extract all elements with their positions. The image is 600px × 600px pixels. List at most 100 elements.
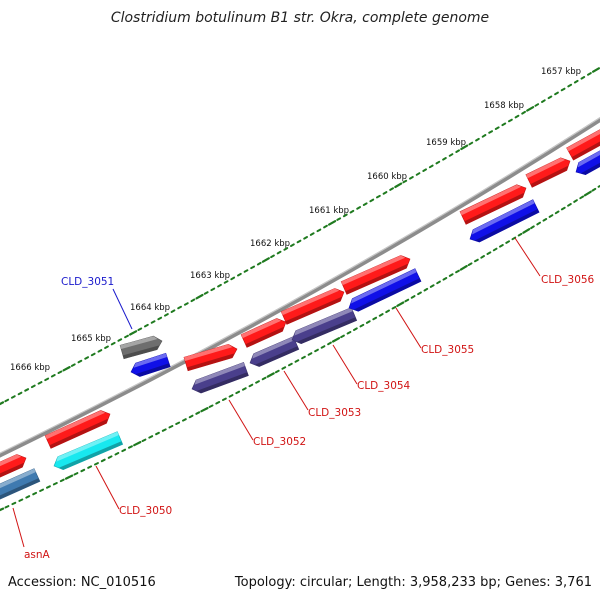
tick-mark — [394, 182, 403, 189]
gene-next-rev[interactable] — [575, 146, 600, 176]
tick-mark — [24, 388, 30, 392]
tick-mark — [385, 309, 390, 314]
gene-label-cld-3051[interactable]: CLD_3051 — [61, 276, 114, 288]
gene-cld-3050-rev[interactable] — [53, 431, 124, 471]
tick-mark — [170, 309, 176, 313]
gene-asna[interactable] — [0, 454, 27, 480]
gene-cld-3051-rev[interactable] — [130, 352, 171, 377]
tick-mark — [200, 407, 209, 413]
tick-mark — [404, 298, 410, 303]
tick-mark — [517, 232, 523, 237]
gene-cld-3054-rev[interactable] — [291, 307, 358, 345]
tick-mark — [124, 334, 129, 339]
tick-mark — [353, 327, 358, 331]
gene-cld-3053-rev[interactable] — [249, 336, 300, 367]
tick-mark — [597, 184, 600, 188]
tick-mark — [423, 287, 429, 292]
leader-asna — [12, 507, 25, 548]
tick-mark — [415, 172, 421, 176]
tick-mark — [391, 306, 397, 310]
tick-mark — [402, 179, 408, 184]
tick-mark — [235, 390, 241, 395]
tick-mark — [455, 269, 460, 274]
tick-mark — [62, 366, 71, 372]
tick-mark — [114, 452, 120, 456]
tick-mark — [161, 428, 167, 432]
tick-mark — [182, 418, 187, 422]
tick-mark — [428, 164, 434, 169]
gene-cld-3050[interactable] — [44, 410, 111, 449]
inner-tick-track — [0, 184, 600, 512]
tick-mark — [547, 95, 553, 100]
kbp-label: 1657 kbp — [541, 67, 581, 77]
gene-cld-3056[interactable] — [459, 184, 527, 225]
tick-mark — [64, 474, 74, 480]
gene-next-1[interactable] — [525, 157, 571, 188]
leader-cld-3053 — [283, 370, 309, 411]
gene-label-asna[interactable]: asnA — [24, 549, 51, 561]
tick-mark — [241, 387, 247, 391]
tick-mark — [157, 316, 163, 321]
tick-mark — [492, 247, 498, 252]
tick-mark — [417, 291, 422, 296]
gene-cld-3052[interactable] — [183, 343, 238, 372]
tick-mark — [10, 395, 16, 399]
tick-mark — [442, 277, 448, 281]
gene-cld-3054[interactable] — [280, 288, 345, 325]
tick-mark — [4, 505, 10, 509]
gene-label-cld-3054[interactable]: CLD_3054 — [357, 380, 411, 392]
tick-mark — [530, 225, 535, 230]
leader-cld-3050 — [95, 465, 120, 510]
tick-mark — [486, 251, 492, 255]
gene-label-cld-3052[interactable]: CLD_3052 — [253, 436, 306, 448]
kbp-label: 1660 kbp — [367, 172, 407, 182]
tick-mark — [17, 391, 23, 396]
kbp-label: 1662 kbp — [250, 239, 290, 249]
tick-mark — [409, 176, 414, 180]
tick-mark — [448, 153, 454, 157]
tick-mark — [270, 254, 275, 259]
tick-mark — [309, 232, 315, 236]
gene-cld-3053[interactable] — [240, 318, 287, 348]
tick-mark — [573, 79, 579, 84]
tick-mark — [356, 206, 361, 210]
tick-mark — [536, 221, 541, 226]
tick-mark — [573, 199, 578, 203]
tick-mark — [314, 348, 319, 353]
tick-mark — [389, 187, 394, 191]
gene-label-cld-3050[interactable]: CLD_3050 — [119, 505, 172, 517]
tick-mark — [435, 160, 441, 165]
gene-label-cld-3053[interactable]: CLD_3053 — [308, 407, 361, 419]
tick-mark — [110, 341, 116, 346]
kbp-label: 1659 kbp — [426, 138, 466, 148]
tick-mark — [250, 265, 255, 270]
tick-mark — [468, 141, 474, 146]
gene-label-cld-3055[interactable]: CLD_3055 — [421, 344, 474, 356]
tick-mark — [342, 213, 348, 218]
gene-cld-3056-rev[interactable] — [469, 199, 540, 243]
tick-mark — [73, 472, 79, 476]
tick-mark — [327, 341, 332, 346]
tick-mark — [70, 363, 76, 367]
tick-mark — [331, 337, 341, 343]
tick-mark — [164, 313, 169, 317]
tick-mark — [25, 495, 31, 499]
tick-mark — [203, 291, 209, 295]
genome-backbone-highlight — [0, 116, 600, 454]
tick-mark — [548, 214, 554, 218]
tick-mark — [301, 355, 306, 360]
gene-cld-3055[interactable] — [340, 255, 411, 295]
gene-asna-rev[interactable] — [0, 468, 41, 500]
gene-cld-3052-rev[interactable] — [191, 362, 249, 394]
tick-mark — [228, 394, 234, 398]
tick-mark — [148, 435, 154, 439]
tick-mark — [580, 76, 586, 80]
gene-next-2[interactable] — [566, 128, 600, 161]
gene-label-cld-3056[interactable]: CLD_3056 — [541, 274, 595, 286]
tick-mark — [362, 202, 368, 206]
gene-cld-3051[interactable] — [119, 335, 163, 360]
tick-mark — [141, 438, 147, 442]
tick-mark — [117, 338, 123, 342]
gene-cld-3055-rev[interactable] — [348, 268, 422, 312]
